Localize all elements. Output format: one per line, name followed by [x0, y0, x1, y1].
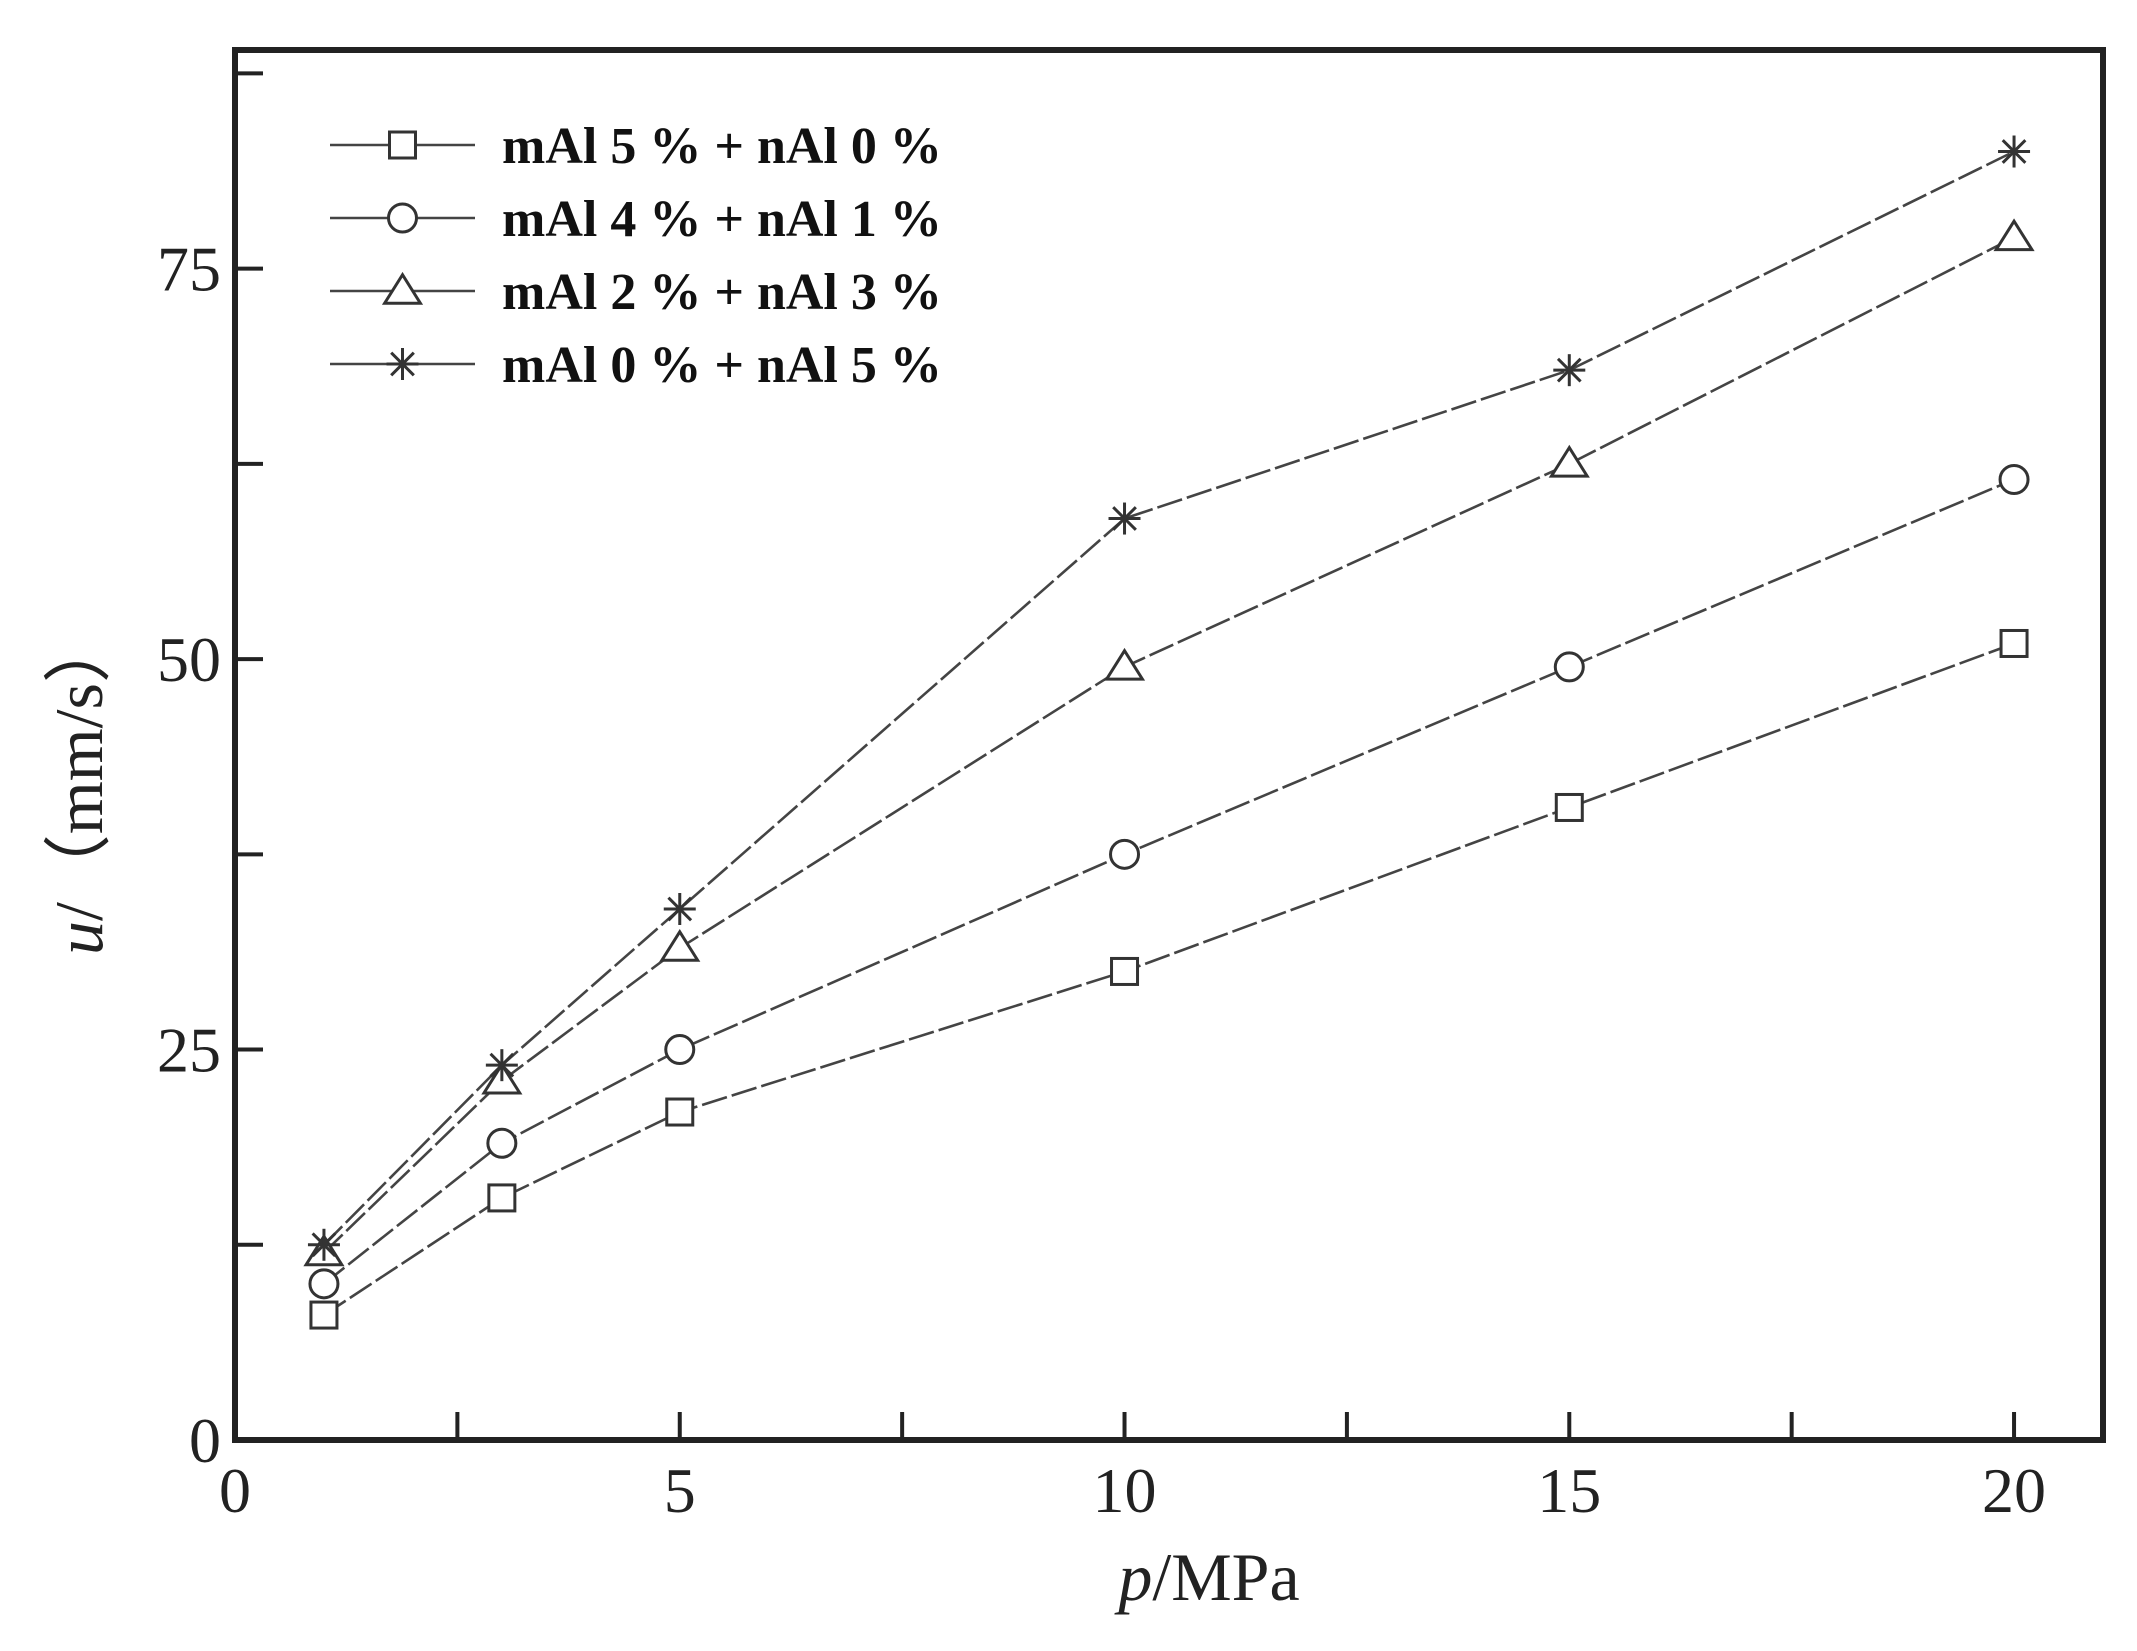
- data-point: [487, 1183, 517, 1213]
- legend-marker: [387, 202, 418, 234]
- y-tick-label: 0: [189, 1405, 221, 1476]
- legend-label: mAl 4 % + nAl 1 %: [502, 191, 942, 248]
- series-layer: [303, 135, 2035, 1330]
- legend-label: mAl 2 % + nAl 3 %: [502, 264, 942, 321]
- series-line: [323, 642, 2015, 1317]
- x-tick-label: 0: [219, 1455, 251, 1526]
- data-point: [485, 1049, 518, 1082]
- series-3: [303, 218, 2035, 1267]
- legend-item: mAl 2 % + nAl 3 %: [330, 264, 942, 321]
- y-axis-label-unit: /（mm/s）: [41, 615, 117, 921]
- legend-item: mAl 5 % + nAl 0 %: [330, 118, 942, 175]
- legend-label: mAl 5 % + nAl 0 %: [502, 118, 942, 175]
- x-tick-label: 5: [664, 1455, 696, 1526]
- data-point: [1109, 838, 1141, 870]
- data-point: [1998, 463, 2030, 495]
- series-4: [307, 135, 2031, 1261]
- legend: mAl 5 % + nAl 0 % mAl 4 % + nAl 1 % mAl 2 …: [330, 118, 942, 394]
- x-tick-label: 20: [1982, 1455, 2046, 1526]
- series-line: [323, 478, 2015, 1285]
- data-point: [1553, 354, 1586, 387]
- data-point: [663, 892, 696, 925]
- data-point: [1110, 956, 1140, 986]
- legend-marker: [386, 348, 419, 380]
- series-2: [308, 463, 2030, 1300]
- legend-marker: [388, 130, 417, 160]
- series-line: [323, 150, 2015, 1246]
- y-axis-label: u/（mm/s）: [41, 615, 117, 955]
- data-point: [665, 1097, 695, 1127]
- x-tick-label: 15: [1537, 1455, 1601, 1526]
- data-point: [307, 1228, 340, 1261]
- legend-item: mAl 4 % + nAl 1 %: [330, 191, 942, 248]
- x-axis-label-unit: /MPa: [1152, 1539, 1299, 1615]
- legend-label: mAl 0 % + nAl 5 %: [502, 337, 942, 394]
- data-point: [1993, 218, 2035, 252]
- ticks-layer: 0 5 10 15 20 0 25 50 75: [157, 71, 2046, 1526]
- x-axis-label-var: p: [1114, 1539, 1152, 1615]
- series-1: [309, 628, 2029, 1330]
- data-point: [1998, 135, 2031, 168]
- y-tick-label: 25: [157, 1015, 221, 1086]
- legend-item: mAl 0 % + nAl 5 %: [330, 337, 942, 394]
- data-point: [309, 1300, 339, 1330]
- data-point: [1548, 444, 1590, 478]
- data-point: [664, 1034, 696, 1066]
- y-axis-label-var: u: [41, 921, 117, 955]
- x-axis-label: p/MPa: [1114, 1539, 1299, 1615]
- data-point: [1103, 647, 1146, 681]
- y-tick-label: 75: [157, 234, 221, 305]
- x-tick-label: 10: [1093, 1455, 1157, 1526]
- data-point: [659, 928, 701, 962]
- data-point: [308, 1268, 340, 1300]
- series-line: [323, 236, 2015, 1254]
- data-point: [1553, 651, 1585, 683]
- data-point: [1999, 628, 2029, 658]
- data-point: [486, 1127, 518, 1159]
- data-point: [1108, 502, 1141, 535]
- plot-frame: [232, 47, 2106, 1443]
- legend-marker: [381, 271, 424, 305]
- y-tick-label: 50: [157, 624, 221, 695]
- data-point: [1554, 792, 1584, 822]
